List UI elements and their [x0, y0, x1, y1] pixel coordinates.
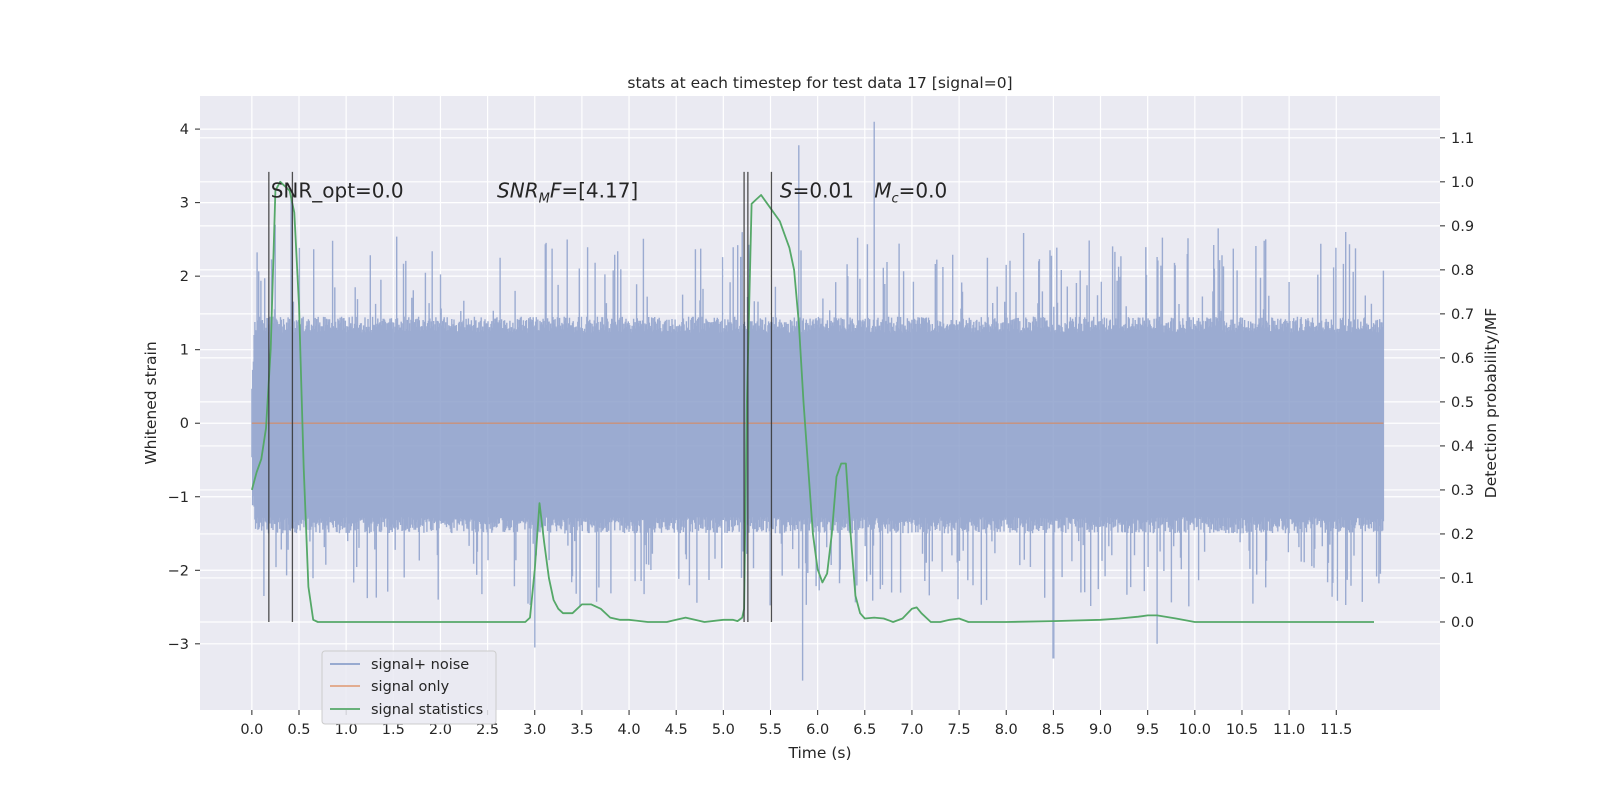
series-layer [251, 121, 1385, 681]
annotation-part: F [550, 179, 562, 203]
y-axis-left-label: Whitened strain [142, 341, 160, 464]
y-right-tick-label: 0.0 [1451, 615, 1474, 631]
annotation-part: SNR [497, 179, 539, 203]
annotation-part: =[4.17] [561, 179, 638, 203]
chart-title: stats at each timestep for test data 17 … [627, 74, 1012, 92]
x-tick-label: 5.0 [712, 722, 735, 738]
annotations: SNR_opt=0.0 SNRMF=[4.17] S=0.01 Mc=0.0 [271, 179, 947, 207]
y-left-tick-label: −2 [168, 563, 189, 579]
x-tick-label: 9.5 [1136, 722, 1159, 738]
y-right-tick-label: 0.8 [1451, 263, 1474, 279]
x-tick-label: 6.5 [853, 722, 876, 738]
x-tick-label: 7.0 [900, 722, 923, 738]
x-tick-label: 1.5 [382, 722, 405, 738]
y-right-tick-label: 0.3 [1451, 483, 1474, 499]
annotation-part: M [539, 192, 550, 207]
x-tick-label: 8.0 [995, 722, 1018, 738]
x-tick-label: 10.0 [1179, 722, 1211, 738]
annotation-part: S [780, 179, 793, 203]
legend-entry-signal-only: signal only [330, 679, 450, 695]
x-tick-label: 4.0 [618, 722, 641, 738]
y-right-tick-label: 1.1 [1451, 131, 1474, 147]
annotation-part: M [874, 179, 891, 203]
y-right-tick-label: 0.5 [1451, 395, 1474, 411]
x-tick-label: 4.5 [665, 722, 688, 738]
x-tick-label: 2.0 [429, 722, 452, 738]
x-tick-label: 3.0 [523, 722, 546, 738]
y-left-tick-label: −3 [168, 637, 189, 653]
annotation-part: =0.0 [899, 179, 948, 203]
legend: signal+ noise signal only signal statist… [321, 650, 497, 725]
x-tick-label: 11.5 [1320, 722, 1352, 738]
legend-label-signal-statistics: signal statistics [371, 702, 483, 718]
y-right-tick-label: 0.1 [1451, 571, 1474, 587]
series-signal-statistics [251, 180, 1374, 623]
x-tick-label: 9.0 [1089, 722, 1112, 738]
annotation-text: SNR_opt=0.0 [271, 179, 404, 203]
x-tick-label: 0.0 [240, 722, 263, 738]
y-right-tick-label: 0.7 [1451, 307, 1474, 323]
x-tick-label: 2.5 [476, 722, 499, 738]
x-axis-label: Time (s) [787, 744, 851, 762]
y-right-tick-label: 0.4 [1451, 439, 1474, 455]
y-left-tick-label: 0 [180, 416, 189, 432]
y-axis-left-ticks: −3 −2 −1 0 1 2 3 4 [168, 122, 200, 653]
y-right-tick-label: 0.2 [1451, 527, 1474, 543]
y-axis-right-ticks: 0.0 0.1 0.2 0.3 0.4 0.5 0.6 0.7 0.8 0.9 1.0 1.1 [1440, 131, 1474, 631]
x-tick-label: 3.5 [570, 722, 593, 738]
x-tick-label: 1.0 [335, 722, 358, 738]
legend-label-signal-only: signal only [371, 679, 450, 695]
annotation-text: S=0.01 [780, 179, 854, 203]
x-tick-label: 0.5 [287, 722, 310, 738]
vertical-markers [268, 171, 773, 622]
x-tick-label: 10.5 [1226, 722, 1258, 738]
x-tick-label: 11.0 [1273, 722, 1305, 738]
annotation-text: SNRMF=[4.17] [497, 179, 638, 207]
x-axis-ticks: 0.0 0.5 1.0 1.5 2.0 2.5 3.0 3.5 4.0 4.5 5.0 5.5 6.0 6… [240, 710, 1352, 738]
y-right-tick-label: 1.0 [1451, 175, 1474, 191]
y-right-tick-label: 0.9 [1451, 219, 1474, 235]
x-tick-label: 7.5 [948, 722, 971, 738]
annotation-part: =0.01 [793, 179, 854, 203]
legend-entry-signal-noise: signal+ noise [330, 657, 469, 673]
y-axis-right-label: Detection probability/MF [1482, 308, 1500, 499]
x-tick-label: 8.5 [1042, 722, 1065, 738]
annotation-part: c [891, 192, 898, 207]
y-left-tick-label: 1 [180, 343, 189, 359]
y-left-tick-label: 3 [180, 196, 189, 212]
x-tick-label: 5.5 [759, 722, 782, 738]
annotation-text: Mc=0.0 [874, 179, 947, 207]
y-left-tick-label: 4 [180, 122, 189, 138]
legend-frame [321, 650, 497, 725]
legend-label-signal-noise: signal+ noise [371, 657, 469, 673]
y-left-tick-label: −1 [168, 490, 189, 506]
y-left-tick-label: 2 [180, 269, 189, 285]
y-right-tick-label: 0.6 [1451, 351, 1474, 367]
x-tick-label: 6.0 [806, 722, 829, 738]
legend-entry-signal-statistics: signal statistics [330, 702, 483, 718]
